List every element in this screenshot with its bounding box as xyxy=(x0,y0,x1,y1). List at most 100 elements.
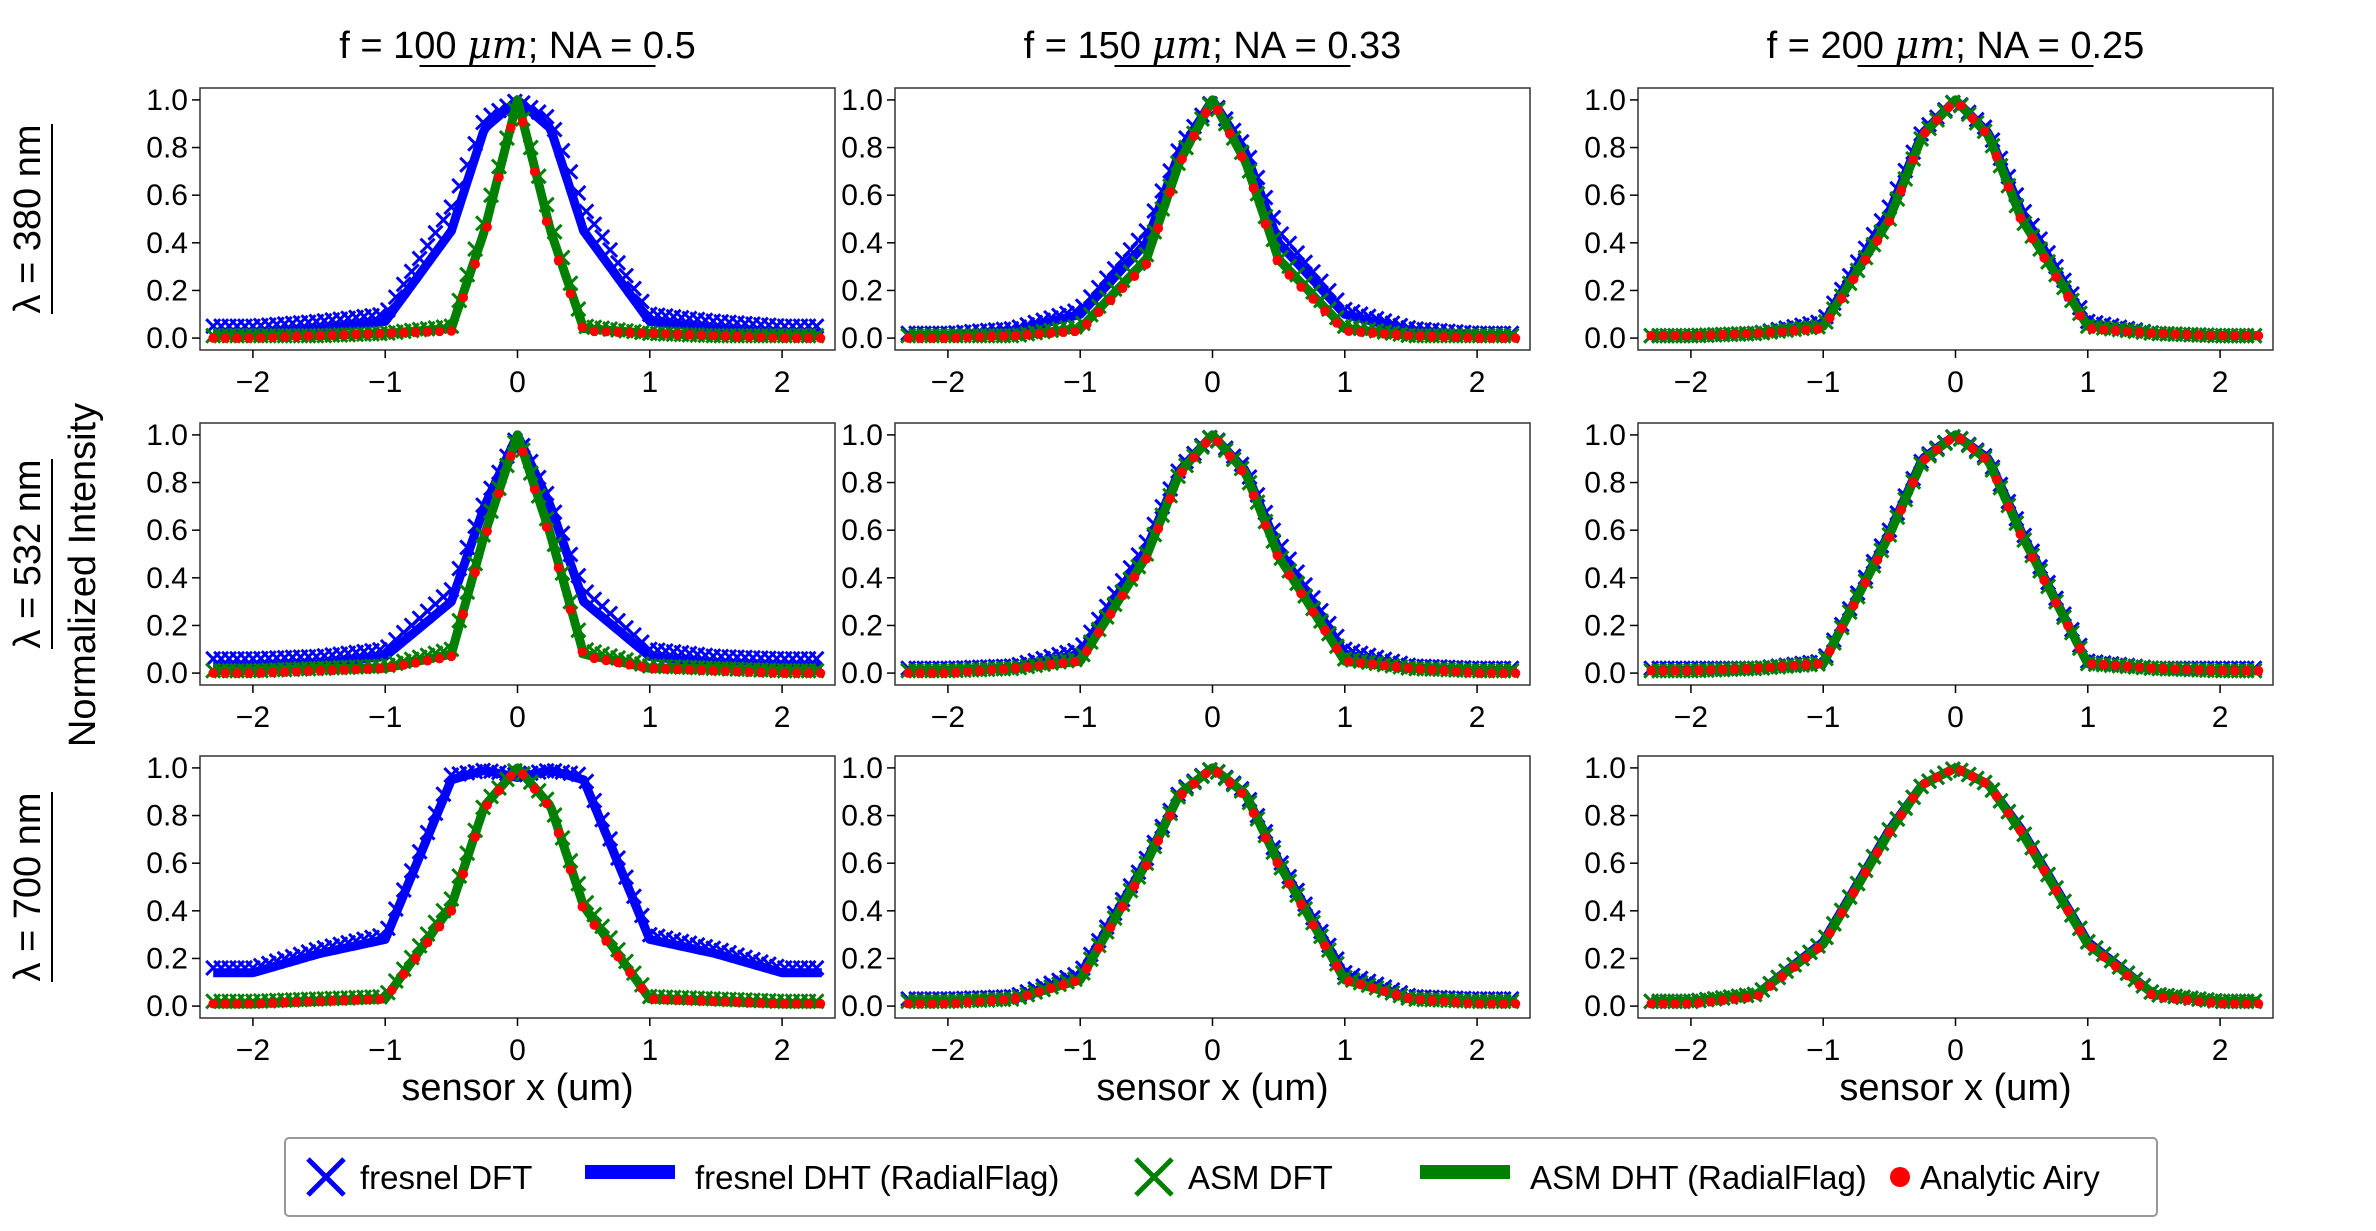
data-point-dot xyxy=(720,996,730,1007)
data-point-dot xyxy=(494,785,504,796)
data-point-dot xyxy=(577,646,588,657)
data-point-dot xyxy=(256,333,266,343)
data-point-dot xyxy=(589,653,600,664)
series-line xyxy=(211,430,824,671)
chart-panel: −2 −1 0 1 2 0.0 0.2 0.4 0.6 0.8 1.0 sensor x (um) xyxy=(841,752,1531,1109)
data-point-dot xyxy=(815,668,826,678)
data-point-dot xyxy=(1920,454,1930,464)
data-point-dot xyxy=(1058,980,1068,990)
data-point-dot xyxy=(1367,659,1378,669)
data-point-dot xyxy=(232,333,242,343)
data-point-dot xyxy=(962,332,973,343)
data-point-dot xyxy=(768,332,778,343)
data-point-dot xyxy=(791,668,802,678)
x-tick-label: −1 xyxy=(368,701,402,734)
data-point-dot xyxy=(2027,552,2038,563)
y-tick-label: 0.0 xyxy=(146,322,188,355)
series-asm-dft xyxy=(205,101,825,344)
data-point-dot xyxy=(2146,989,2157,1000)
x-tick-label: −1 xyxy=(1063,1034,1097,1067)
data-point-dot xyxy=(791,333,802,343)
data-point-dot xyxy=(244,668,254,678)
data-point-dot xyxy=(1379,660,1390,671)
data-point-dot xyxy=(1379,329,1390,339)
data-point-dot xyxy=(589,326,600,337)
data-point-dot xyxy=(303,996,314,1007)
data-point-dot xyxy=(1705,996,1716,1007)
plot-frame xyxy=(1637,422,2274,686)
y-tick-label: 0.6 xyxy=(146,514,188,547)
data-point-dot xyxy=(1741,328,1752,339)
data-point-dot xyxy=(375,328,385,339)
data-point-dot xyxy=(339,330,349,340)
data-point-dot xyxy=(1403,330,1414,341)
data-point-dot xyxy=(434,653,445,664)
series-line xyxy=(1649,95,2262,341)
data-point-dot xyxy=(1694,665,1704,676)
x-tick-label: 0 xyxy=(1204,366,1221,399)
data-point-dot xyxy=(1729,664,1740,674)
row-label: λ = 532 nm xyxy=(7,459,49,648)
data-point-dot xyxy=(2086,324,2097,334)
plot-frame xyxy=(1637,87,2274,351)
data-point-dot xyxy=(637,662,647,672)
plot-frame xyxy=(894,87,1531,351)
data-point-dot xyxy=(1201,107,1211,118)
x-tick-label: −2 xyxy=(931,701,965,734)
data-point-dot xyxy=(625,327,635,338)
data-point-dot xyxy=(684,664,695,675)
data-point-dot xyxy=(1153,523,1164,534)
data-point-dot xyxy=(315,330,326,341)
x-tick-label: 0 xyxy=(509,1034,526,1067)
data-point-dot xyxy=(1403,663,1414,673)
series-group xyxy=(1643,761,2264,1010)
chart-panel: −2 −1 0 1 2 0.0 0.2 0.4 0.6 0.8 1.0 xyxy=(1584,84,2274,399)
data-point-dot xyxy=(506,451,516,461)
series-fresnel-dht-radialflag xyxy=(211,430,824,671)
x-tick-label: −2 xyxy=(236,1034,270,1067)
x-tick-label: 1 xyxy=(1336,366,1353,399)
y-tick-label: 0.6 xyxy=(146,847,188,880)
legend-marker-x xyxy=(306,1157,346,1197)
data-point-dot xyxy=(1932,772,1942,783)
y-axis-label: Normalized Intensity xyxy=(62,403,104,747)
data-point-dot xyxy=(351,664,361,675)
y-tick-label: 0.0 xyxy=(1584,990,1626,1023)
x-tick-label: −2 xyxy=(1674,366,1708,399)
plot-frame xyxy=(1637,755,2274,1019)
y-tick-label: 0.8 xyxy=(1584,132,1626,165)
data-point-dot xyxy=(529,784,540,794)
series-asm-dht-radialflag xyxy=(211,763,824,1009)
data-point-dot xyxy=(696,330,707,340)
y-tick-label: 1.0 xyxy=(1584,84,1626,117)
data-point-dot xyxy=(1010,663,1021,673)
data-point-dot xyxy=(446,651,457,662)
series-fresnel-dft xyxy=(205,93,825,335)
data-point-dot xyxy=(1379,986,1390,997)
data-point-dot xyxy=(1884,532,1895,543)
series-line xyxy=(1649,95,2262,341)
x-tick-label: −1 xyxy=(1063,701,1097,734)
data-point-dot xyxy=(1944,766,1954,777)
data-point-dot xyxy=(974,332,985,342)
data-point-dot xyxy=(220,333,230,343)
x-tick-label: 2 xyxy=(774,1034,791,1067)
data-point-dot xyxy=(1272,550,1283,561)
data-point-dot xyxy=(446,906,457,916)
y-tick-label: 1.0 xyxy=(841,84,883,117)
series-line xyxy=(906,763,1519,1006)
y-tick-label: 1.0 xyxy=(1584,752,1626,785)
data-point-dot xyxy=(1260,219,1271,230)
data-point-dot xyxy=(553,255,564,266)
data-point-dot xyxy=(2206,665,2216,676)
data-point-dot xyxy=(315,665,326,676)
x-tick-label: 0 xyxy=(1204,701,1221,734)
data-point-dot xyxy=(1777,661,1787,672)
data-point-dot xyxy=(1955,100,1966,111)
data-point-dot xyxy=(1825,646,1835,656)
chart-panel: −2 −1 0 1 2 0.0 0.2 0.4 0.6 0.8 1.0 xyxy=(1584,419,2274,734)
column-title-unit: μm xyxy=(1152,23,1213,67)
data-point-dot xyxy=(1153,223,1164,234)
data-point-dot xyxy=(2182,664,2192,675)
